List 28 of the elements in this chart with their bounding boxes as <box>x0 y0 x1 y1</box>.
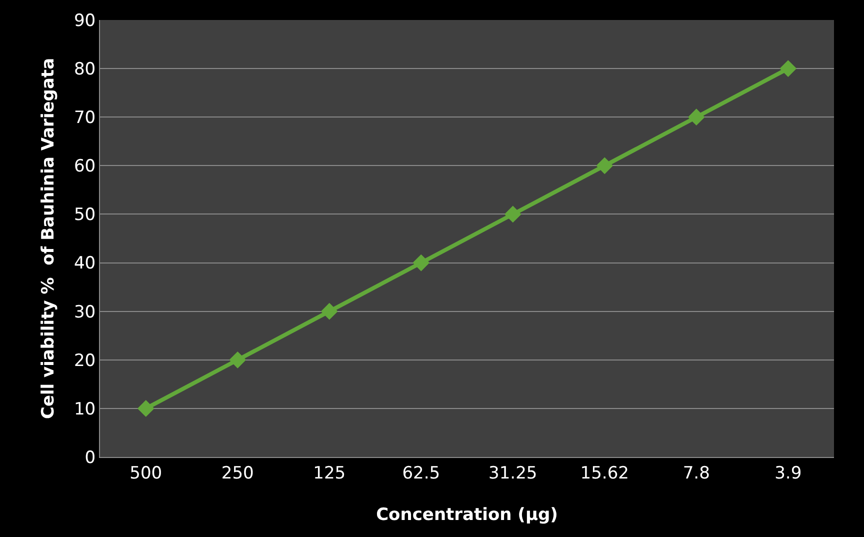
y-tick-label: 0 <box>84 448 96 468</box>
x-tick-label: 500 <box>130 463 162 484</box>
y-tick-label: 50 <box>74 205 96 226</box>
x-tick-label: 31.25 <box>488 463 538 484</box>
x-tick-label: 7.8 <box>682 463 710 484</box>
point <box>229 351 246 368</box>
y-tick-label: 30 <box>74 302 96 322</box>
point <box>596 157 614 174</box>
point <box>412 254 430 272</box>
y-tick-label: 80 <box>74 60 96 80</box>
point <box>504 206 522 223</box>
x-tick-label: 125 <box>313 463 346 484</box>
x-axis-title: Concentration (µg) <box>376 504 558 525</box>
y-tick-label: 10 <box>74 399 96 420</box>
y-tick-label: 40 <box>74 254 96 274</box>
y-tick-label: 90 <box>74 10 96 31</box>
y-tick-label: 70 <box>74 108 96 128</box>
point <box>320 302 338 320</box>
x-tick-label: 15.62 <box>580 463 629 484</box>
y-tick-label: 60 <box>74 156 96 177</box>
x-tick-label: 250 <box>221 463 254 484</box>
y-axis-title: Cell viability % of Bauhinia Variegata <box>38 58 59 420</box>
point <box>688 108 705 126</box>
point <box>137 400 154 417</box>
y-tick-label: 20 <box>74 350 96 371</box>
x-tick-label: 3.9 <box>774 463 802 484</box>
point <box>780 60 797 78</box>
x-tick-label: 62.5 <box>402 463 440 484</box>
